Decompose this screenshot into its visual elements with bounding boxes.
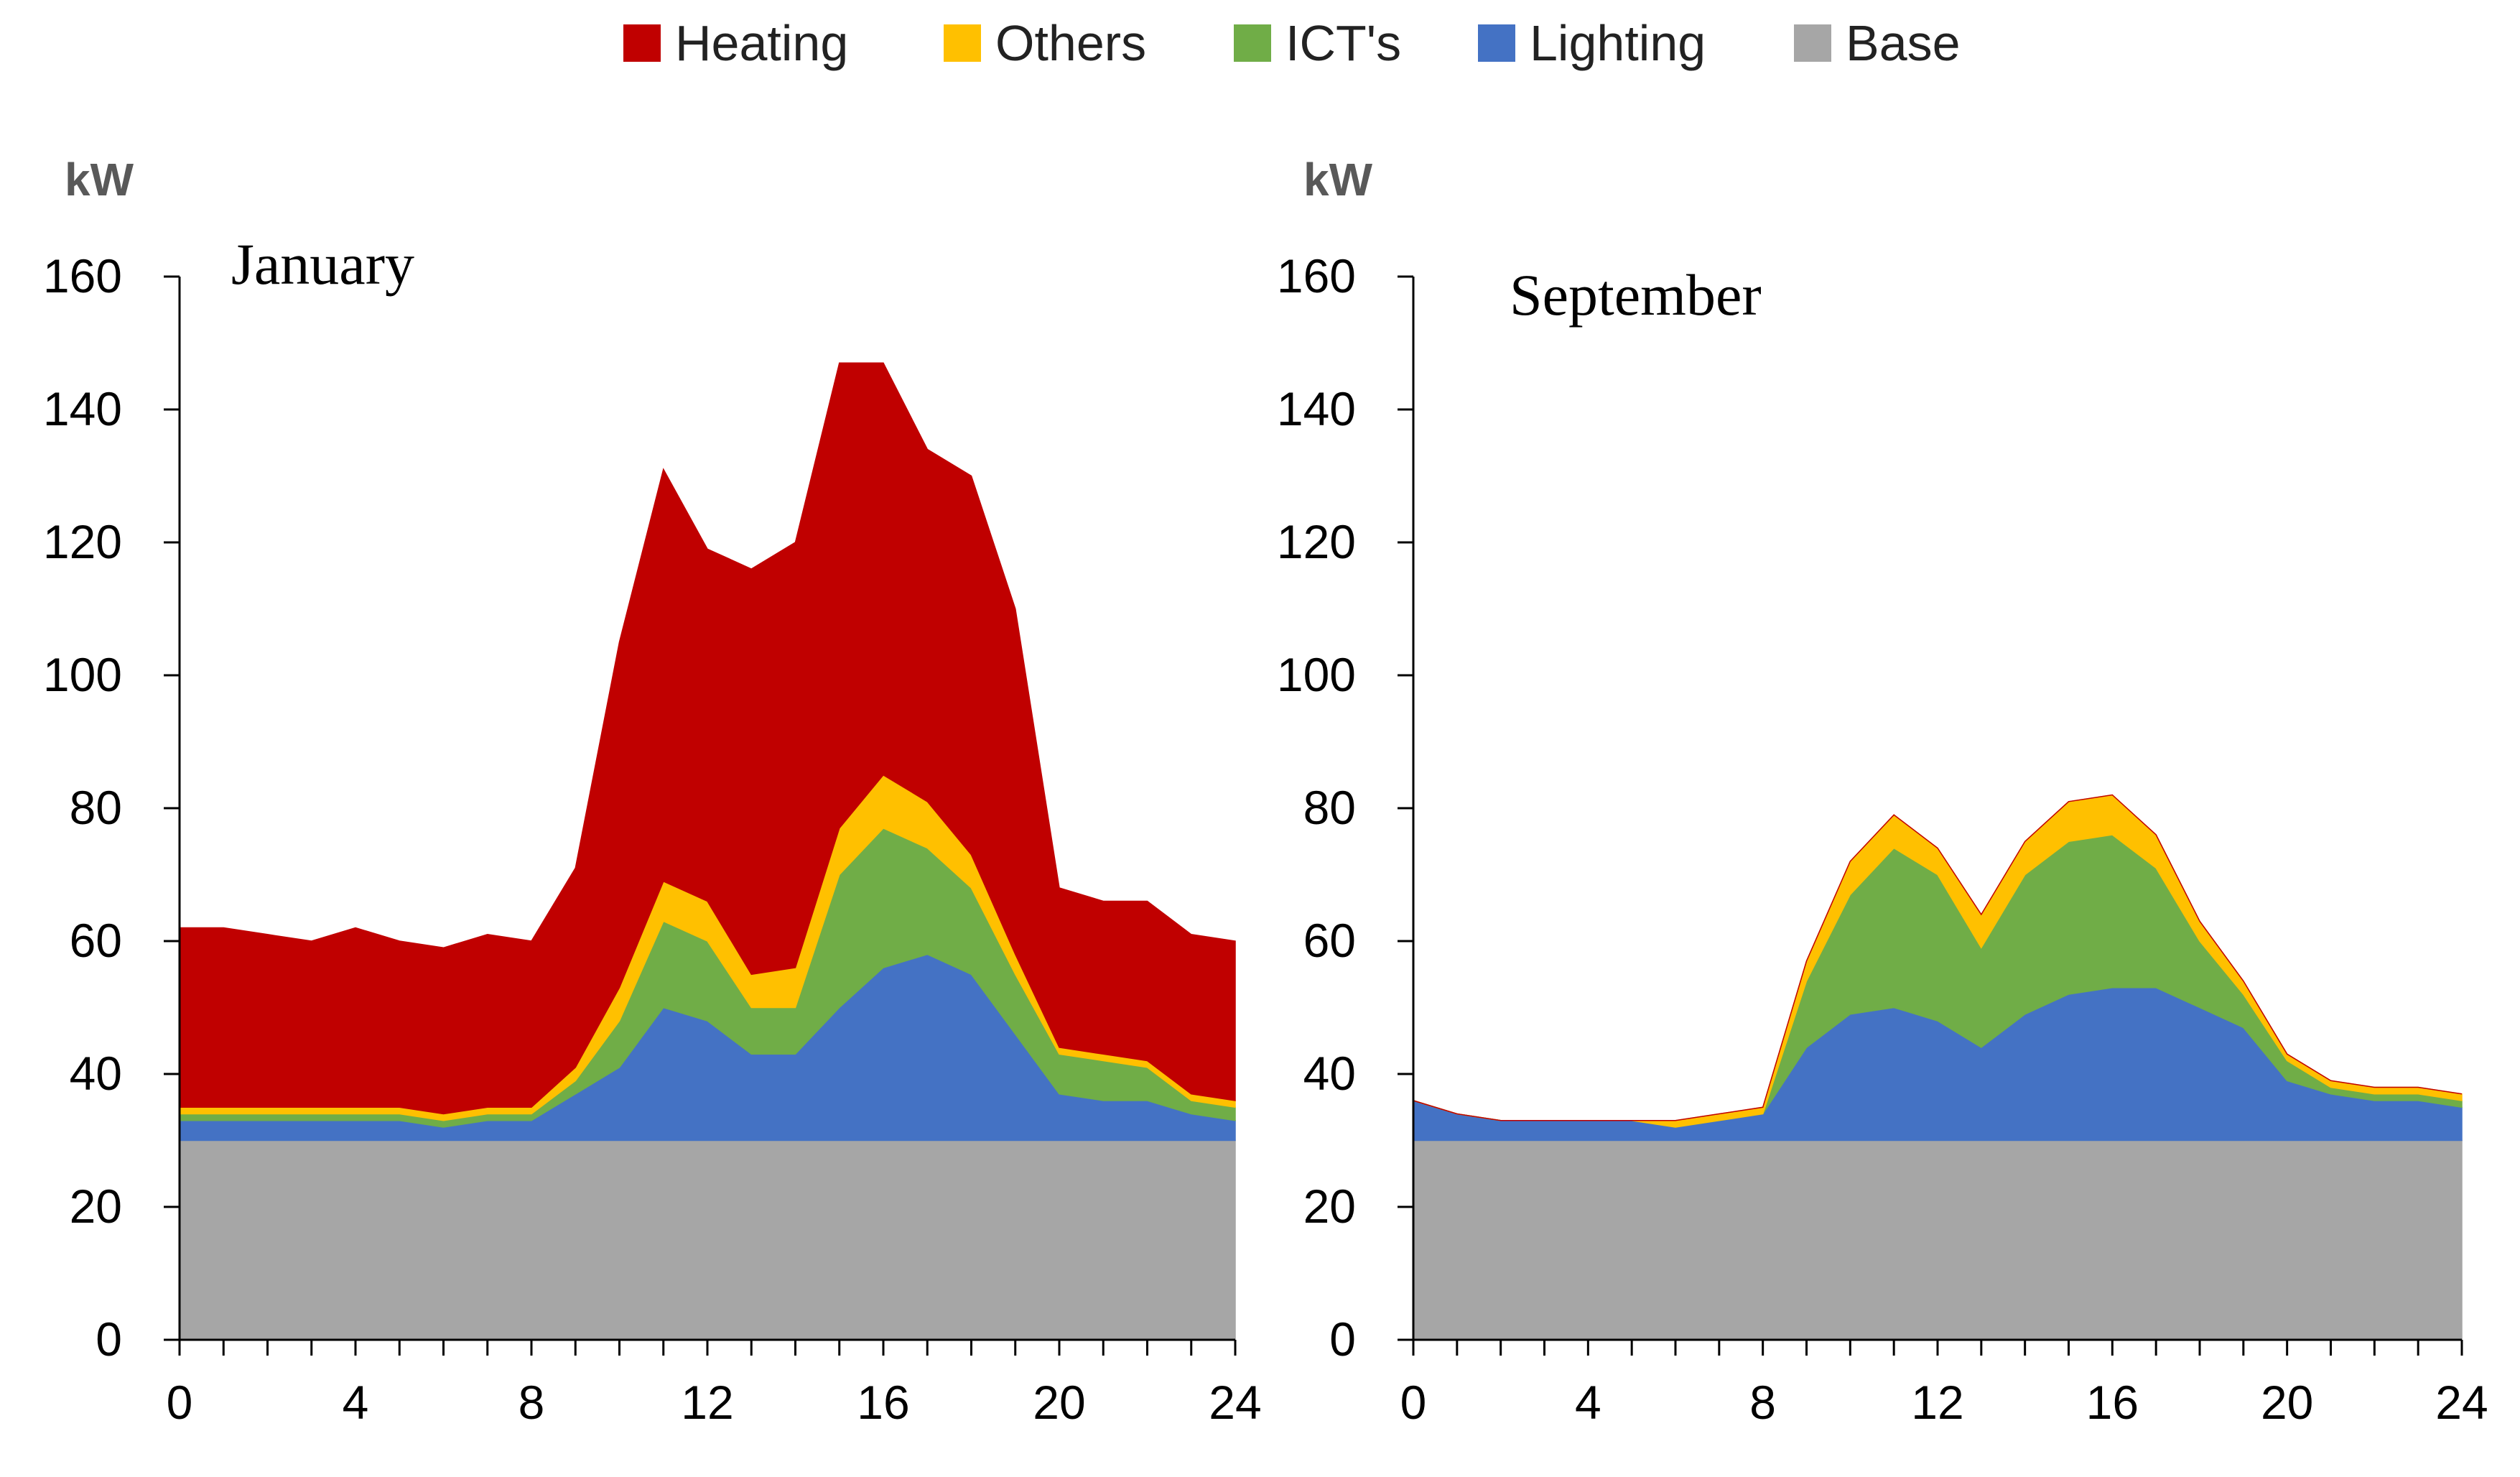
legend-label-others: Others [995, 15, 1146, 71]
x-tick-label-september: 8 [1749, 1376, 1776, 1429]
legend-swatch-others [944, 24, 981, 62]
y-tick-label-january: 140 [43, 382, 122, 435]
y-tick-label-september: 140 [1277, 382, 1356, 435]
x-tick-label-january: 16 [857, 1376, 909, 1429]
area-base-january [179, 1139, 1236, 1341]
legend-swatch-lighting [1478, 24, 1515, 62]
x-tick-label-january: 12 [681, 1376, 733, 1429]
x-tick-label-january: 8 [519, 1376, 545, 1429]
legend-label-lighting: Lighting [1530, 15, 1706, 71]
area-heating-january [179, 362, 1236, 1115]
legend-swatch-ict-s [1234, 24, 1271, 62]
legend-label-base: Base [1846, 15, 1961, 71]
y-tick-label-september: 100 [1277, 648, 1356, 701]
x-tick-label-september: 16 [2086, 1376, 2139, 1429]
x-tick-label-september: 0 [1400, 1376, 1427, 1429]
legend-swatch-base [1794, 24, 1831, 62]
x-tick-label-january: 20 [1033, 1376, 1085, 1429]
x-tick-label-september: 4 [1575, 1376, 1601, 1429]
area-heating-september [1413, 794, 2463, 1121]
y-tick-label-january: 20 [70, 1180, 122, 1233]
area-base-september [1413, 1139, 2463, 1341]
chart-panel-september: 0 20 40 60 80 100 120 140 160 0 4 8 12 16 20 24 kW Septem… [1277, 154, 2488, 1429]
y-tick-label-september: 160 [1277, 249, 1356, 302]
chart-panel-january: 0 20 40 60 80 100 120 140 160 0 4 8 12 16 20 24 kW Januar… [43, 154, 1262, 1429]
y-tick-label-september: 0 [1329, 1312, 1356, 1366]
x-tick-label-january: 4 [343, 1376, 369, 1429]
y-tick-label-september: 80 [1303, 781, 1356, 834]
legend-label-heating: Heating [675, 15, 848, 71]
y-tick-label-january: 40 [70, 1047, 122, 1100]
y-tick-label-january: 60 [70, 914, 122, 967]
y-tick-label-september: 60 [1303, 914, 1356, 967]
x-tick-label-september: 12 [1911, 1376, 1963, 1429]
panel-title-january: January [231, 231, 414, 297]
y-unit-label-september: kW [1303, 154, 1373, 205]
y-unit-label-january: kW [65, 154, 134, 205]
x-tick-label-september: 24 [2435, 1376, 2488, 1429]
legend-label-ict-s: ICT's [1285, 15, 1401, 71]
y-tick-label-january: 80 [70, 781, 122, 834]
y-tick-label-january: 120 [43, 515, 122, 568]
x-tick-label-january: 24 [1209, 1376, 1261, 1429]
y-tick-label-september: 120 [1277, 515, 1356, 568]
panel-title-september: September [1510, 262, 1762, 328]
y-tick-label-january: 100 [43, 648, 122, 701]
legend-swatch-heating [623, 24, 661, 62]
x-tick-label-september: 20 [2261, 1376, 2313, 1429]
y-tick-label-september: 40 [1303, 1047, 1356, 1100]
y-tick-label-september: 20 [1303, 1180, 1356, 1233]
y-tick-label-january: 160 [43, 249, 122, 302]
chart-legend: Heating Others ICT's Lighting Base [623, 15, 1961, 71]
x-tick-label-january: 0 [167, 1376, 193, 1429]
y-tick-label-january: 0 [96, 1312, 122, 1366]
